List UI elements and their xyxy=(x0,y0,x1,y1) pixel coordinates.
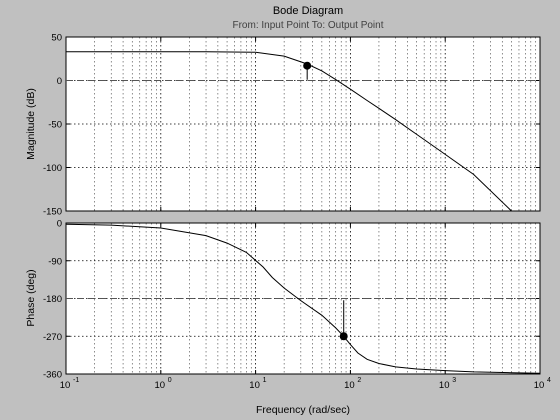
magnitude-ytick-label: 0 xyxy=(57,76,62,87)
xtick-label-exponent: 0 xyxy=(168,377,172,384)
magnitude-panel: 50 0 -50 -100 -150 xyxy=(43,33,541,218)
xtick-label-base: 10 xyxy=(439,380,450,391)
xtick-label-base: 10 xyxy=(534,380,545,391)
xtick-label-exponent: -1 xyxy=(73,377,79,384)
xtick-label-base: 10 xyxy=(60,380,71,391)
phase-series-line xyxy=(65,223,541,374)
frequency-axis: 10 -1 10 0 10 1 10 2 10 3 10 4 xyxy=(60,377,551,391)
magnitude-axis-label: Magnitude (dB) xyxy=(25,88,37,160)
magnitude-ytick-label: 50 xyxy=(51,33,62,44)
magnitude-ytick-label: -150 xyxy=(43,207,62,218)
phase-ytick-label: -90 xyxy=(48,256,62,267)
phase-panel: 0 -90 -180 -270 -360 xyxy=(43,219,541,381)
frequency-axis-label: Frequency (rad/sec) xyxy=(256,404,350,416)
xtick-label-base: 10 xyxy=(344,380,355,391)
magnitude-ytick-label: -100 xyxy=(43,163,62,174)
xtick-label-exponent: 1 xyxy=(263,377,267,384)
xtick-label-exponent: 3 xyxy=(452,377,456,384)
phase-marker-point xyxy=(339,332,348,341)
phase-ytick-label: -270 xyxy=(43,332,62,343)
magnitude-ytick-label: -50 xyxy=(48,120,62,131)
chart-title: Bode Diagram xyxy=(273,5,343,17)
phase-ytick-label: 0 xyxy=(57,219,62,230)
xtick-label-base: 10 xyxy=(249,380,260,391)
phase-ytick-label: -360 xyxy=(43,370,62,381)
chart-subtitle: From: Input Point To: Output Point xyxy=(232,20,383,31)
magnitude-marker-point xyxy=(303,61,312,70)
magnitude-series-line xyxy=(66,51,512,212)
phase-ytick-label: -180 xyxy=(43,294,62,305)
xtick-label-exponent: 2 xyxy=(357,377,361,384)
xtick-label-exponent: 4 xyxy=(547,377,551,384)
phase-axis-label: Phase (deg) xyxy=(25,269,37,326)
xtick-label-base: 10 xyxy=(155,380,166,391)
